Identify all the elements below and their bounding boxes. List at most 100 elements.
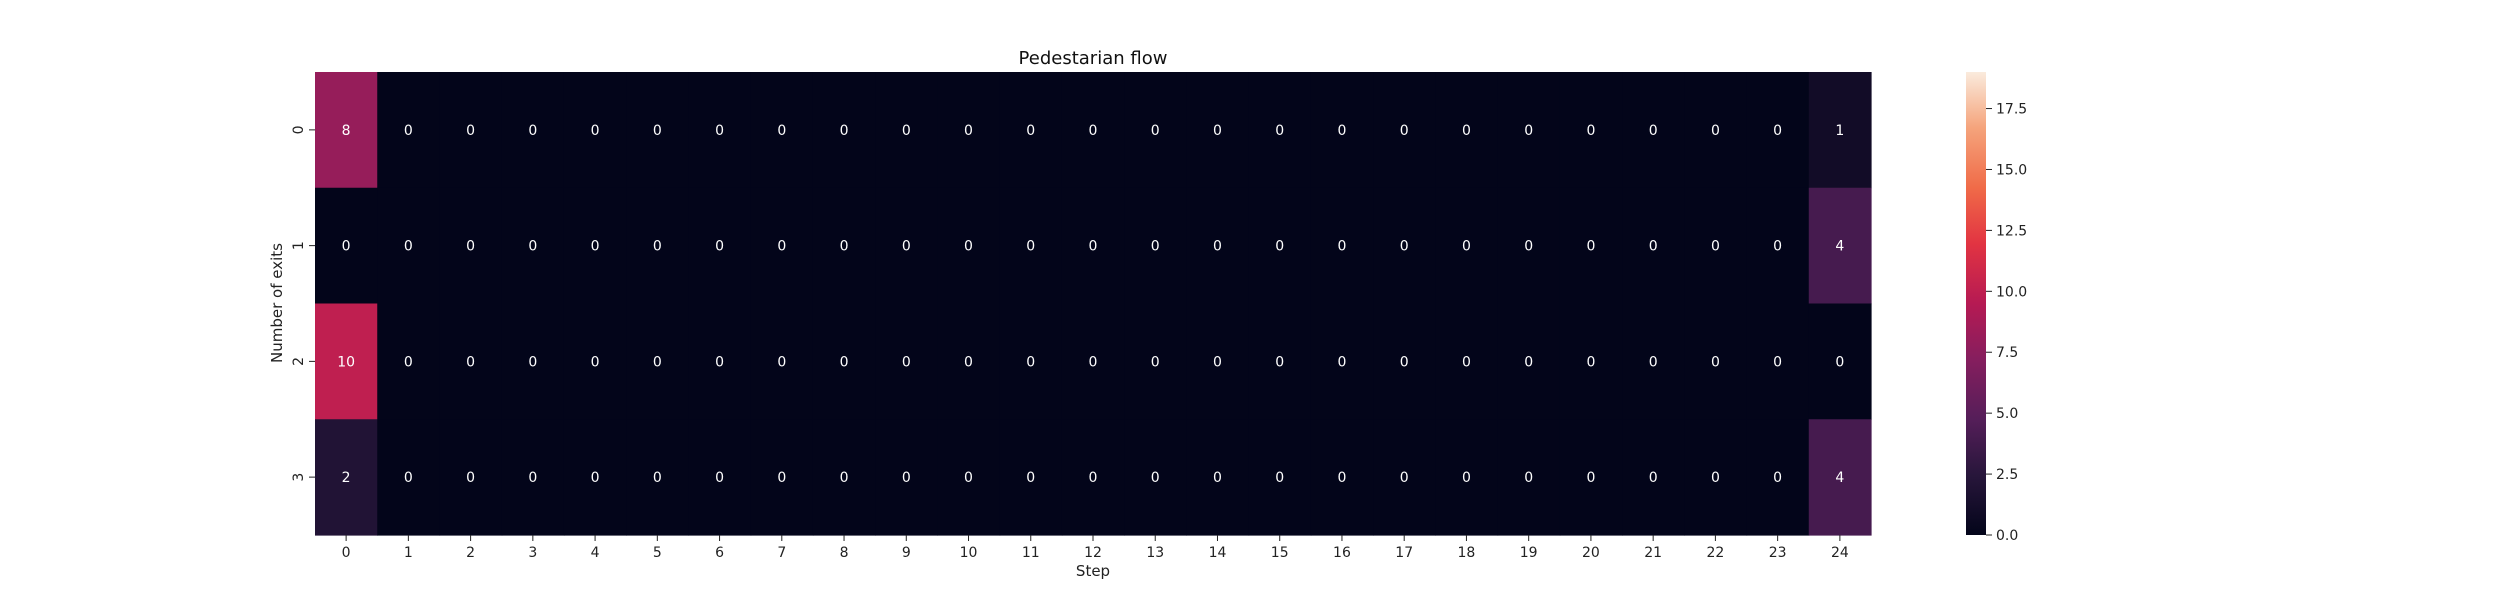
cell-value-label: 0 — [1026, 354, 1035, 370]
heatmap-cell — [1622, 303, 1685, 420]
cell-value-label: 0 — [964, 354, 973, 370]
x-tick-label: 9 — [902, 545, 911, 561]
cell-value-label: 0 — [1275, 239, 1284, 255]
heatmap-cell — [937, 72, 1001, 189]
cell-value-label: 0 — [1400, 470, 1409, 486]
cell-value-label: 0 — [404, 239, 413, 255]
heatmap-cell — [501, 419, 565, 536]
heatmap-cell — [1808, 72, 1872, 189]
x-tick-label: 10 — [960, 545, 978, 561]
colorbar-tick-label: 12.5 — [1996, 223, 2027, 239]
colorbar — [1966, 72, 1986, 535]
heatmap-cell — [1373, 419, 1436, 536]
heatmap-cell — [750, 303, 814, 420]
heatmap-cell — [1808, 187, 1872, 305]
heatmap-cell — [688, 419, 752, 536]
heatmap-cell — [812, 419, 876, 536]
cell-value-label: 0 — [840, 123, 849, 139]
cell-value-label: 0 — [1213, 354, 1222, 370]
heatmap-cell — [1497, 187, 1561, 305]
cell-value-label: 0 — [1773, 354, 1782, 370]
x-tick-label: 1 — [404, 545, 413, 561]
x-tick-label: 11 — [1022, 545, 1040, 561]
cell-value-label: 0 — [1151, 470, 1160, 486]
heatmap-cell — [999, 72, 1063, 189]
heatmap-cell — [563, 187, 627, 305]
heatmap-cell — [1248, 187, 1312, 305]
heatmap-cell — [875, 187, 938, 305]
cell-value-label: 0 — [840, 354, 849, 370]
x-tick-label: 3 — [528, 545, 537, 561]
cell-value-label: 0 — [1711, 239, 1720, 255]
cell-value-label: 0 — [1711, 470, 1720, 486]
heatmap-cell — [439, 419, 503, 536]
cell-value-label: 0 — [777, 470, 786, 486]
cell-value-label: 0 — [902, 470, 911, 486]
heatmap-cell — [1746, 303, 1810, 420]
cell-value-label: 0 — [466, 354, 475, 370]
heatmap-cell — [999, 187, 1063, 305]
cell-value-label: 0 — [1337, 239, 1346, 255]
cell-value-label: 0 — [902, 354, 911, 370]
heatmap-cell — [1186, 187, 1250, 305]
cell-value-label: 0 — [1711, 354, 1720, 370]
cell-value-label: 0 — [1026, 470, 1035, 486]
cell-value-label: 0 — [1089, 239, 1098, 255]
heatmap-cell — [377, 419, 441, 536]
heatmap-cell — [1746, 419, 1810, 536]
heatmap-cell — [1061, 187, 1125, 305]
heatmap-cell — [315, 187, 378, 305]
cell-value-label: 0 — [715, 470, 724, 486]
heatmap-cell — [812, 187, 876, 305]
heatmap-cell — [1248, 72, 1312, 189]
cell-value-label: 0 — [840, 239, 849, 255]
heatmap-cell — [1124, 419, 1187, 536]
heatmap-cell — [377, 303, 441, 420]
heatmap-cell — [937, 187, 1001, 305]
heatmap-cell — [1124, 187, 1187, 305]
heatmap-cell — [439, 72, 503, 189]
x-tick-label: 24 — [1831, 545, 1849, 561]
heatmap-cell — [1186, 72, 1250, 189]
chart-title: Pedestarian flow — [1019, 48, 1168, 69]
x-tick-label: 6 — [715, 545, 724, 561]
heatmap-cell — [1061, 419, 1125, 536]
heatmap-cell — [563, 72, 627, 189]
cell-value-label: 0 — [1275, 470, 1284, 486]
cell-value-label: 0 — [342, 239, 351, 255]
heatmap-cell — [1435, 187, 1499, 305]
cell-value-label: 0 — [1089, 470, 1098, 486]
cell-value-label: 0 — [1213, 470, 1222, 486]
heatmap-cell — [875, 72, 938, 189]
colorbar-ticks: 0.0 2.5 5.0 7.5 10.0 12.5 15.0 17.5 — [1986, 102, 2027, 544]
cell-value-label: 0 — [1773, 239, 1782, 255]
y-tick-label: 3 — [291, 473, 307, 482]
cell-value-label: 0 — [466, 470, 475, 486]
heatmap-cell — [1310, 72, 1374, 189]
x-tick-label: 18 — [1458, 545, 1476, 561]
heatmap-cell — [688, 187, 752, 305]
cell-value-label: 0 — [591, 354, 600, 370]
x-tick-label: 20 — [1582, 545, 1600, 561]
heatmap-cell — [1808, 303, 1872, 420]
cell-value-label: 0 — [1026, 123, 1035, 139]
y-axis-label: Number of exits — [268, 243, 286, 363]
heatmap-cell — [1622, 187, 1685, 305]
heatmap-cell — [1061, 72, 1125, 189]
cell-value-label: 0 — [1462, 470, 1471, 486]
y-tick-label: 1 — [291, 241, 307, 250]
heatmap-cell — [1497, 303, 1561, 420]
cell-value-label: 0 — [1586, 123, 1595, 139]
heatmap-cell — [1435, 419, 1499, 536]
heatmap-cell — [501, 303, 565, 420]
heatmap-cell — [1559, 419, 1623, 536]
cell-value-label: 10 — [337, 354, 355, 370]
heatmap-cell — [1435, 72, 1499, 189]
cell-value-label: 0 — [1213, 123, 1222, 139]
heatmap-cell — [812, 72, 876, 189]
heatmap-cell — [1373, 72, 1436, 189]
cell-value-label: 0 — [1400, 354, 1409, 370]
cell-value-label: 0 — [1026, 239, 1035, 255]
x-tick-label: 2 — [466, 545, 475, 561]
heatmap-cell — [937, 303, 1001, 420]
